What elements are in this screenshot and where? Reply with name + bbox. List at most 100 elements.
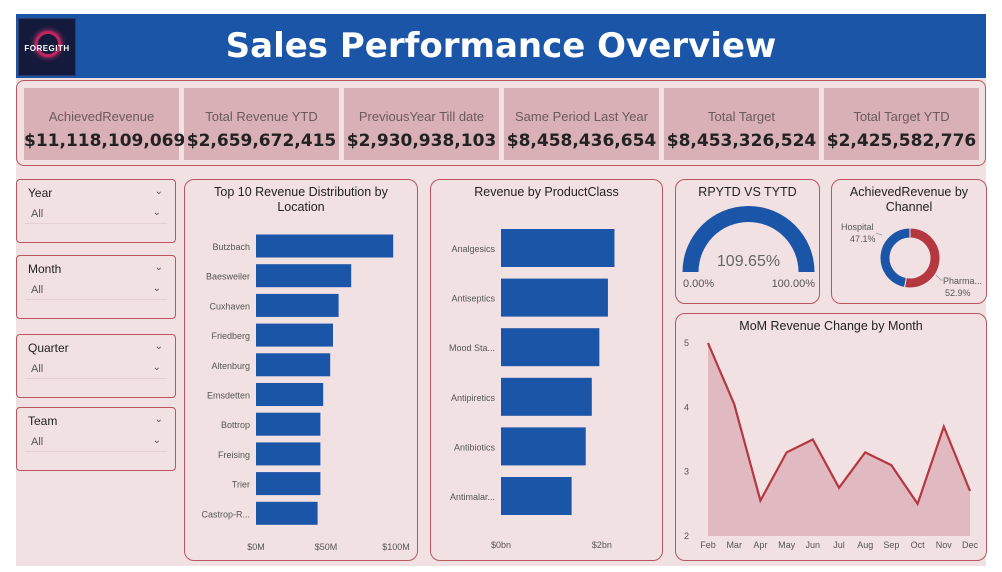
- slicer-month[interactable]: Month ⌄ All ⌄: [16, 255, 176, 319]
- x-tick-label: $0M: [247, 542, 265, 552]
- x-tick-label: Dec: [962, 540, 979, 550]
- kpi-card-achieved-revenue[interactable]: AchievedRevenue $11,118,109,069: [24, 88, 186, 160]
- kpi-label: Total Target YTD: [853, 109, 950, 124]
- slicer-title: Year: [28, 186, 53, 200]
- kpi-label: Total Target: [708, 109, 775, 124]
- slicer-title: Month: [28, 262, 62, 276]
- bar: [501, 328, 600, 367]
- bar: [256, 383, 324, 406]
- x-tick-label: $2bn: [592, 540, 612, 550]
- bar: [256, 442, 321, 466]
- productclass-chart-card[interactable]: Revenue by ProductClass Analgesics Antise…: [430, 179, 663, 561]
- chevron-down-icon[interactable]: ⌄: [154, 262, 163, 273]
- header-banner: FOREGITH Sales Performance Overview: [16, 14, 986, 78]
- category-label: Antibiotics: [454, 442, 496, 452]
- month-dropdown[interactable]: All ⌄: [25, 280, 167, 300]
- kpi-value: $2,930,938,103: [346, 131, 497, 151]
- chevron-down-icon[interactable]: ⌄: [152, 362, 161, 373]
- x-tick-label: Mar: [726, 540, 742, 550]
- chart-title: Top 10 Revenue Distribution by Location: [214, 185, 388, 214]
- slicer-title: Team: [28, 414, 58, 428]
- category-label: Altenburg: [211, 361, 250, 371]
- kpi-card-total-target-ytd[interactable]: Total Target YTD $2,425,582,776: [824, 88, 979, 160]
- kpi-value: $11,118,109,069: [24, 131, 186, 151]
- kpi-card-total-target[interactable]: Total Target $8,453,326,524: [664, 88, 819, 160]
- bar: [501, 377, 592, 416]
- category-label: Baesweiler: [206, 272, 250, 282]
- slice-label: Pharma...: [943, 276, 982, 286]
- chevron-down-icon[interactable]: ⌄: [154, 414, 163, 425]
- kpi-value: $8,458,436,654: [506, 131, 657, 151]
- slicer-value: All: [31, 436, 44, 448]
- slice-value-label: 47.1%: [850, 234, 876, 244]
- kpi-card-total-revenue-ytd[interactable]: Total Revenue YTD $2,659,672,415: [184, 88, 339, 160]
- chart-title: MoM Revenue Change by Month: [739, 319, 923, 333]
- x-tick-label: $0bn: [491, 540, 511, 550]
- gauge-chart[interactable]: 109.65%0.00% 100.00%: [676, 180, 820, 304]
- x-tick-label: Jul: [833, 540, 845, 550]
- mom-chart-card[interactable]: MoM Revenue Change by Month 2 3 4 5 Feb Mar Ap…: [675, 313, 987, 561]
- chevron-down-icon[interactable]: ⌄: [152, 207, 161, 218]
- location-bar-chart[interactable]: Butzbach Baesweiler Cuxhaven Friedberg Alten…: [185, 180, 418, 561]
- team-dropdown[interactable]: All ⌄: [25, 432, 167, 452]
- category-label: Castrop-R...: [201, 509, 250, 519]
- slicer-title: Quarter: [28, 341, 69, 355]
- bar: [256, 412, 321, 436]
- company-logo[interactable]: FOREGITH: [18, 18, 76, 76]
- y-tick-label: 5: [684, 338, 689, 348]
- slice-value-label: 52.9%: [945, 288, 971, 298]
- bar: [501, 278, 608, 317]
- category-label: Freising: [218, 450, 250, 460]
- channel-chart-card[interactable]: AchievedRevenue by Channel Hospital 47.1%…: [831, 179, 987, 304]
- gauge-max-label: 100.00%: [772, 278, 816, 290]
- gauge-fill: [682, 206, 815, 272]
- kpi-label: Same Period Last Year: [515, 109, 648, 124]
- mom-area-chart[interactable]: 2 3 4 5 Feb Mar Apr May Jun Jul Aug Sep Oct Nov Dec: [676, 314, 987, 561]
- slicer-quarter[interactable]: Quarter ⌄ All ⌄: [16, 334, 176, 398]
- bar: [501, 477, 572, 515]
- leader-line: [875, 232, 883, 236]
- x-tick-label: $100M: [382, 542, 410, 552]
- gauge-min-label: 0.00%: [683, 278, 714, 290]
- bar: [256, 323, 333, 347]
- category-label: Analgesics: [451, 244, 495, 254]
- x-tick-label: Sep: [883, 540, 899, 550]
- page-title: Sales Performance Overview: [225, 26, 777, 66]
- bar: [256, 264, 352, 288]
- chevron-down-icon[interactable]: ⌄: [154, 186, 163, 197]
- kpi-label: Total Revenue YTD: [205, 109, 318, 124]
- slicer-value: All: [31, 363, 44, 375]
- category-label: Emsdetten: [207, 391, 250, 401]
- chevron-down-icon[interactable]: ⌄: [152, 283, 161, 294]
- kpi-value: $2,425,582,776: [826, 131, 977, 151]
- category-label: Bottrop: [221, 420, 250, 430]
- slicer-year[interactable]: Year ⌄ All ⌄: [16, 179, 176, 243]
- slicer-team[interactable]: Team ⌄ All ⌄: [16, 407, 176, 471]
- bar: [501, 229, 615, 267]
- y-tick-label: 3: [684, 467, 689, 477]
- chevron-down-icon[interactable]: ⌄: [154, 341, 163, 352]
- quarter-dropdown[interactable]: All ⌄: [25, 359, 167, 379]
- category-label: Mood Sta...: [449, 343, 495, 353]
- bar: [256, 472, 321, 496]
- chevron-down-icon[interactable]: ⌄: [152, 435, 161, 446]
- location-chart-card[interactable]: Top 10 Revenue Distribution by Location …: [184, 179, 418, 561]
- y-tick-label: 2: [684, 531, 689, 541]
- gauge-card[interactable]: RPYTD VS TYTD 109.65% 0.00% 100.00%: [675, 179, 820, 304]
- y-tick-label: 4: [684, 402, 689, 412]
- kpi-card-previous-year-till-date[interactable]: PreviousYear Till date $2,930,938,103: [344, 88, 499, 160]
- category-label: Antipiretics: [451, 393, 496, 403]
- kpi-strip: AchievedRevenue $11,118,109,069 Total Re…: [16, 80, 986, 166]
- kpi-value: $2,659,672,415: [186, 131, 337, 151]
- channel-donut-chart[interactable]: Hospital 47.1% Pharma... 52.9%: [832, 180, 987, 304]
- category-label: Cuxhaven: [209, 301, 250, 311]
- productclass-bar-chart[interactable]: Analgesics Antiseptics Mood Sta... Antipire…: [431, 180, 663, 561]
- year-dropdown[interactable]: All ⌄: [25, 204, 167, 224]
- kpi-card-same-period-last-year[interactable]: Same Period Last Year $8,458,436,654: [504, 88, 659, 160]
- x-tick-label: Apr: [753, 540, 767, 550]
- x-tick-label: Feb: [700, 540, 716, 550]
- category-label: Antiseptics: [451, 294, 495, 304]
- kpi-label: PreviousYear Till date: [358, 109, 485, 124]
- bar: [256, 234, 394, 258]
- leader-line: [935, 274, 943, 281]
